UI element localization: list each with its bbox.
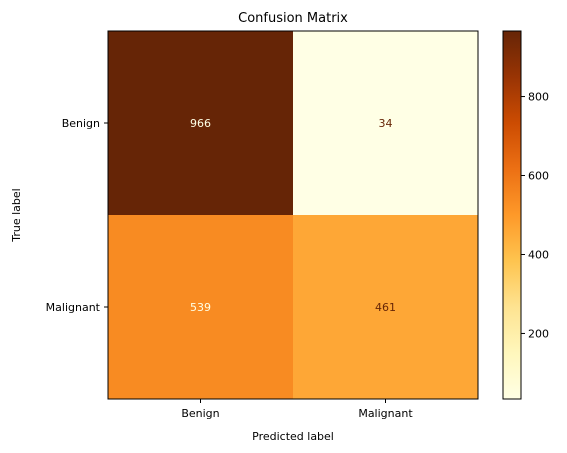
y-tick-label: Malignant: [46, 301, 101, 314]
y-axis-label: True label: [10, 188, 23, 242]
colorbar-tick-label: 400: [528, 248, 549, 261]
chart-title: Confusion Matrix: [238, 11, 348, 26]
x-axis-ticks: Benign Malignant: [181, 399, 413, 420]
cell-value-label: 966: [190, 117, 211, 130]
x-tick-label: Malignant: [358, 407, 413, 420]
y-axis-ticks: Benign Malignant: [46, 117, 108, 314]
cell-value-label: 539: [190, 301, 211, 314]
colorbar-tick-label: 200: [528, 327, 549, 340]
cell-value-label: 34: [379, 117, 393, 130]
colorbar-ticks: 200 400 600 800: [521, 91, 549, 341]
x-tick-label: Benign: [181, 407, 219, 420]
cell-value-label: 461: [375, 301, 396, 314]
colorbar: [503, 31, 521, 399]
y-tick-label: Benign: [62, 117, 100, 130]
heatmap-cells: 966 34 539 461: [108, 31, 478, 399]
colorbar-tick-label: 800: [528, 91, 549, 104]
colorbar-tick-label: 600: [528, 170, 549, 183]
x-axis-label: Predicted label: [252, 430, 334, 443]
